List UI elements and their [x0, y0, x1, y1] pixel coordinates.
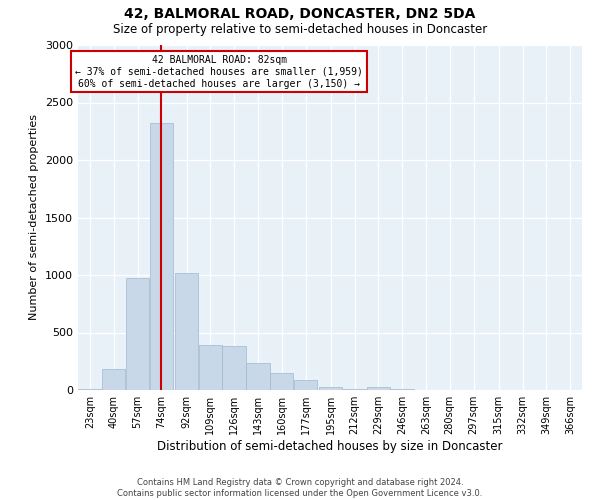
- Bar: [126, 278, 149, 390]
- X-axis label: Distribution of semi-detached houses by size in Doncaster: Distribution of semi-detached houses by …: [157, 440, 503, 453]
- Text: 42 BALMORAL ROAD: 82sqm
← 37% of semi-detached houses are smaller (1,959)
60% of: 42 BALMORAL ROAD: 82sqm ← 37% of semi-de…: [75, 56, 363, 88]
- Bar: [149, 123, 173, 390]
- Bar: [270, 374, 293, 390]
- Text: Contains HM Land Registry data © Crown copyright and database right 2024.
Contai: Contains HM Land Registry data © Crown c…: [118, 478, 482, 498]
- Bar: [246, 363, 269, 390]
- Bar: [102, 368, 125, 390]
- Bar: [319, 386, 343, 390]
- Text: Size of property relative to semi-detached houses in Doncaster: Size of property relative to semi-detach…: [113, 22, 487, 36]
- Bar: [199, 345, 222, 390]
- Y-axis label: Number of semi-detached properties: Number of semi-detached properties: [29, 114, 40, 320]
- Bar: [367, 386, 390, 390]
- Bar: [294, 380, 317, 390]
- Bar: [223, 346, 246, 390]
- Bar: [175, 272, 198, 390]
- Text: 42, BALMORAL ROAD, DONCASTER, DN2 5DA: 42, BALMORAL ROAD, DONCASTER, DN2 5DA: [124, 8, 476, 22]
